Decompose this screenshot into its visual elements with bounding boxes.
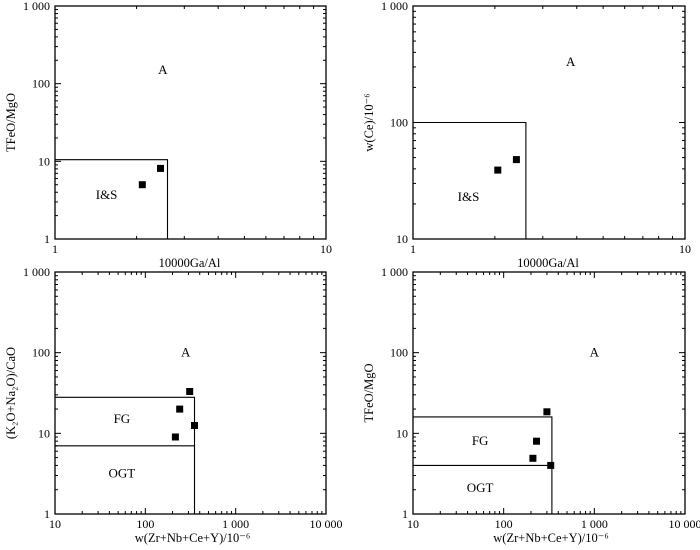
chart1-y-tick-label: 100 <box>32 77 50 91</box>
chart3-y-tick-label: 1 <box>44 507 50 521</box>
chart1-x-tick-label: 1 <box>52 242 58 256</box>
chart3-field-label-fg: FG <box>114 411 131 426</box>
chart3-x-tick-label: 10 000 <box>310 517 343 531</box>
chart2-y-tick-label: 100 <box>390 116 408 130</box>
chart2-field-label-a: A <box>566 54 576 69</box>
chart4-x-tick-label: 10 000 <box>669 517 700 531</box>
chart4-y-tick-label: 100 <box>390 346 408 360</box>
chart1-field-label-i-s: I&S <box>96 187 118 202</box>
chart4-data-point <box>529 454 537 462</box>
chart3-x-tick-label: 10 <box>49 517 61 531</box>
chart1-x-axis-title: 10000Ga/Al <box>159 256 221 270</box>
chart4-plot-frame <box>412 271 686 515</box>
chart1-data-point <box>138 181 146 189</box>
chart1-x-tick-label: 10 <box>320 242 332 256</box>
chart1-y-tick-label: 1 <box>44 232 50 246</box>
chart3-field-boundary-fg <box>55 396 196 514</box>
chart3-x-axis-title: w(Zr+Nb+Ce+Y)/10⁻⁶ <box>135 531 250 545</box>
chart3-data-point <box>191 422 198 429</box>
chart4-data-point <box>533 437 540 445</box>
chart4-x-axis-title: w(Zr+Nb+Ce+Y)/10⁻⁶ <box>493 531 608 545</box>
chart3-data-point <box>176 405 184 413</box>
chart1-field-label-a: A <box>158 62 168 77</box>
chart4-x-tick-label: 100 <box>495 517 513 531</box>
chart2-y-tick-label: 10 <box>396 232 408 246</box>
chart3-y-tick-label: 1 000 <box>23 265 50 279</box>
chart3-field-label-a: A <box>181 345 191 360</box>
chart4-data-point <box>543 408 551 416</box>
chart4-y-tick-label: 1 <box>402 507 408 521</box>
chart3-y-tick-label: 10 <box>38 426 50 440</box>
chart2-data-point <box>512 156 520 164</box>
panel-ga-al-vs-tfeo-mgo: 1 10 1 10 100 1 000 10000Ga/Al TFeO/MgO I&S A <box>4 0 332 270</box>
chart1-plot-frame <box>54 5 327 240</box>
chart4-data-point <box>547 461 555 469</box>
chart1-data-point <box>157 164 164 172</box>
chart2-data-point <box>494 166 502 174</box>
chart1-y-tick-label: 1 000 <box>23 0 50 13</box>
chart4-field-boundary-fg <box>413 416 553 514</box>
chart3-plot-frame <box>54 271 327 515</box>
chart1-y-tick-label: 10 <box>38 154 50 168</box>
chart4-field-label-ogt: OGT <box>467 480 494 495</box>
chart4-x-tick-label: 10 <box>407 517 419 531</box>
chart1-field-boundary-i-s <box>55 159 169 239</box>
chart4-y-tick-label: 1 000 <box>381 265 408 279</box>
chart3-x-tick-label: 100 <box>136 517 154 531</box>
chart2-x-tick-label: 1 <box>410 242 416 256</box>
chart2-x-axis-title: 10000Ga/Al <box>517 256 579 270</box>
chart4-x-tick-label: 1 000 <box>581 517 608 531</box>
chart2-field-boundary-i-s <box>413 121 527 239</box>
chart2-y-tick-label: 1 000 <box>381 0 408 13</box>
chart3-x-tick-label: 1 000 <box>222 517 249 531</box>
chart2-field-label-i-s: I&S <box>458 189 480 204</box>
chart3-data-point <box>171 433 179 441</box>
chart2-x-tick-label: 10 <box>679 242 691 256</box>
chart3-field-label-ogt: OGT <box>109 465 136 480</box>
chart2-y-axis-title: w(Ce)/10⁻⁶ <box>362 93 376 151</box>
chart3-data-point <box>186 388 194 395</box>
chart4-field-label-fg: FG <box>472 433 489 448</box>
chart4-field-label-a: A <box>590 345 600 360</box>
chart3-y-axis-title: (K₂O+Na₂O)/CaO <box>4 347 18 439</box>
chart3-y-tick-label: 100 <box>32 346 50 360</box>
chart4-y-axis-title: TFeO/MgO <box>362 363 376 422</box>
chart4-y-tick-label: 10 <box>396 426 408 440</box>
chart1-y-axis-title: TFeO/MgO <box>4 93 18 152</box>
